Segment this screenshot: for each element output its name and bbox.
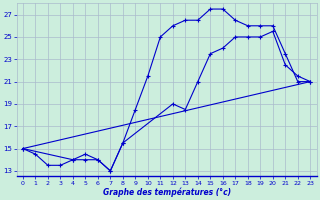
X-axis label: Graphe des températures (°c): Graphe des températures (°c) xyxy=(102,187,231,197)
